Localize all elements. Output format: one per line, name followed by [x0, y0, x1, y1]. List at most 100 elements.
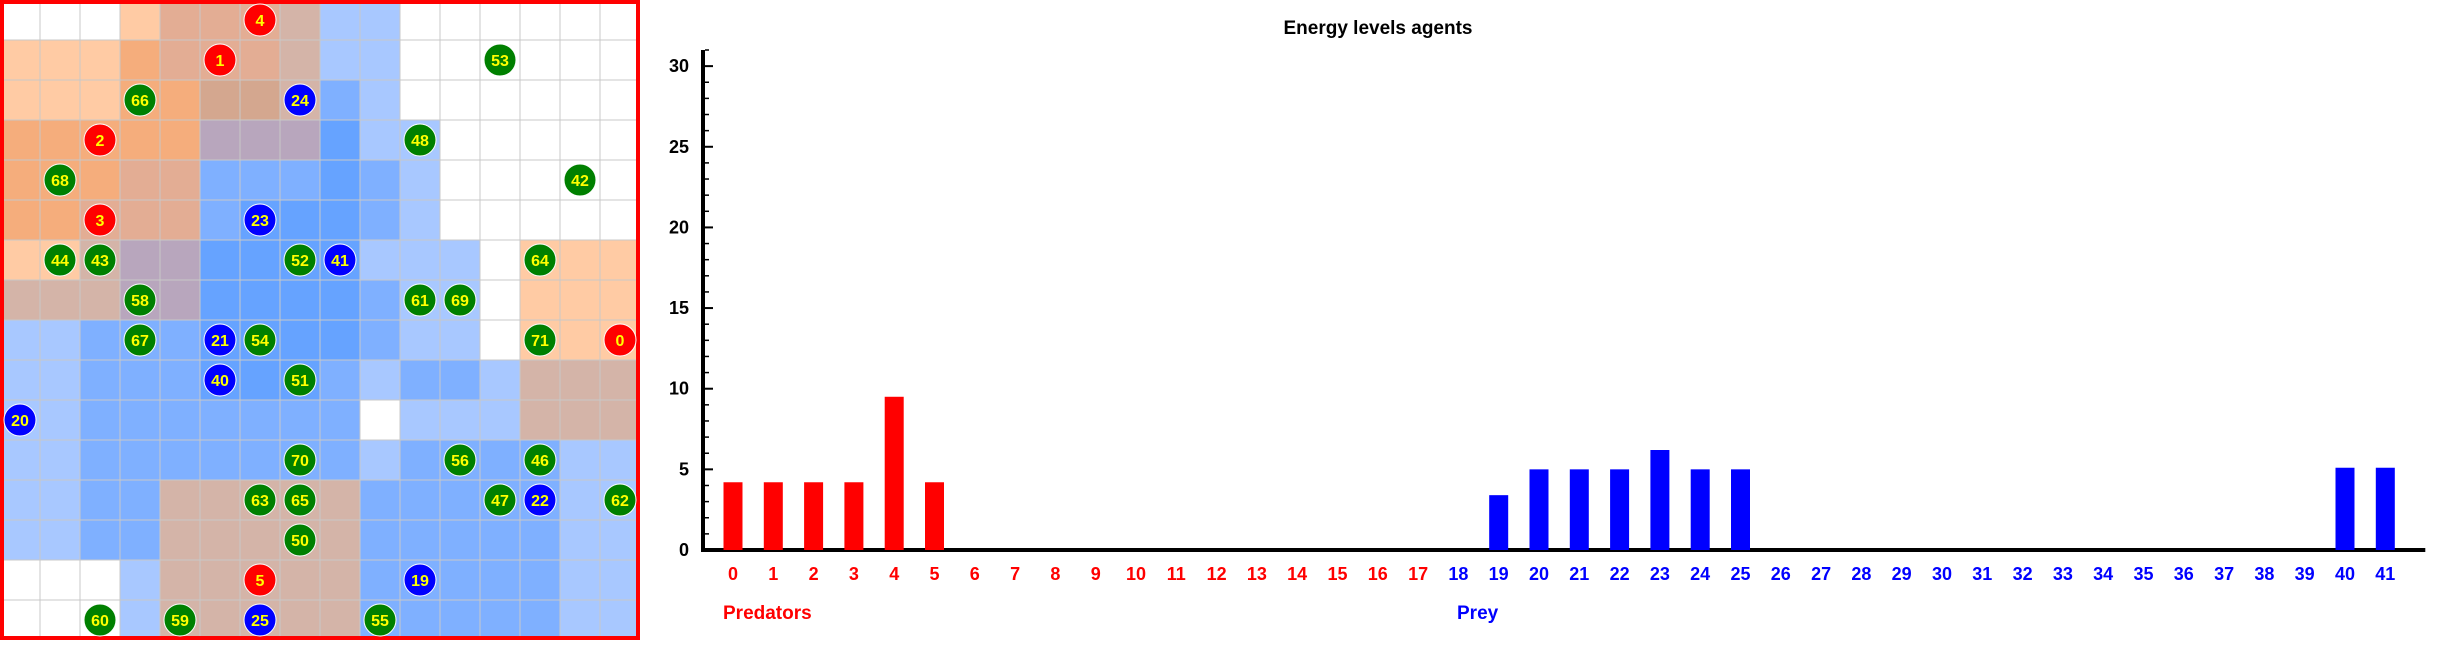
x-tick-label: 29 [1892, 564, 1912, 584]
agent-grass: 50 [283, 523, 317, 557]
predator-marker [243, 3, 277, 37]
grid-cell [279, 199, 321, 241]
agent-predator: 1 [203, 43, 237, 77]
agent-grass: 69 [443, 283, 477, 317]
grid-cell [519, 279, 561, 321]
bar-agent-24 [1690, 469, 1710, 550]
grid-cell [319, 359, 361, 401]
y-tick-label: 30 [669, 56, 689, 76]
grid-cell [119, 359, 161, 401]
grid-frame [0, 0, 640, 640]
grass-marker [363, 603, 397, 637]
grass-marker [123, 323, 157, 357]
prey-marker [323, 243, 357, 277]
grass-marker [403, 123, 437, 157]
x-tick-label: 4 [889, 564, 899, 584]
x-tick-label: 27 [1811, 564, 1831, 584]
grid-cell [519, 599, 561, 641]
x-tick-label: 0 [728, 564, 738, 584]
grid-cell [79, 159, 121, 201]
grid-cell [519, 519, 561, 561]
grass-marker [243, 323, 277, 357]
bar-agent-5 [925, 482, 944, 550]
prey-marker [403, 563, 437, 597]
grid-cell [119, 239, 161, 281]
x-tick-label: 40 [2335, 564, 2355, 584]
grid-cell [559, 399, 601, 441]
agent-id-label: 54 [251, 333, 269, 350]
agent-grass: 61 [403, 283, 437, 317]
x-tick-label: 11 [1167, 564, 1186, 584]
grid-cell [119, 439, 161, 481]
y-tick-label: 5 [679, 459, 689, 479]
grid-cell [439, 119, 481, 161]
grid-cell [479, 559, 521, 601]
grass-marker [443, 283, 477, 317]
agent-id-label: 5 [256, 573, 265, 590]
grid-cell [399, 359, 441, 401]
grass-marker [123, 83, 157, 117]
grid-cell [519, 0, 561, 41]
agent-id-label: 58 [131, 293, 149, 310]
grid-cell [0, 0, 41, 41]
x-tick-label: 23 [1650, 564, 1670, 584]
predator-marker [243, 563, 277, 597]
grid-cell [599, 79, 641, 121]
grid-cell [559, 519, 601, 561]
grid-cell [0, 39, 41, 81]
grid-cell [479, 159, 521, 201]
y-tick-label: 0 [679, 540, 689, 560]
grid-cell [0, 319, 41, 361]
agent-predator: 2 [83, 123, 117, 157]
grass-marker [283, 243, 317, 277]
grid-cell [0, 559, 41, 601]
grid-cell [119, 519, 161, 561]
agent-id-label: 4 [256, 13, 265, 30]
grid-cell [359, 279, 401, 321]
agent-grass: 48 [403, 123, 437, 157]
x-tick-label: 9 [1091, 564, 1101, 584]
bar-agent-3 [844, 482, 864, 550]
grid-cell [519, 559, 561, 601]
grid-cell [239, 359, 281, 401]
grid-cell [559, 199, 601, 241]
grid-cell [239, 239, 281, 281]
agent-id-label: 19 [411, 573, 429, 590]
grid-cell [599, 119, 641, 161]
grid-cell [319, 279, 361, 321]
grid-cell [399, 599, 441, 641]
agent-predator: 4 [243, 3, 277, 37]
grid-cell [559, 119, 601, 161]
x-tick-label: 6 [970, 564, 980, 584]
agent-id-label: 53 [491, 53, 509, 70]
grass-marker [283, 483, 317, 517]
agent-id-label: 3 [96, 213, 105, 230]
grid-cell [239, 399, 281, 441]
grass-marker [283, 523, 317, 557]
grid-cell [359, 239, 401, 281]
agent-id-label: 40 [211, 373, 229, 390]
grid-cell [119, 559, 161, 601]
agent-id-label: 70 [291, 453, 309, 470]
agent-id-label: 24 [291, 93, 309, 110]
agent-id-label: 46 [531, 453, 549, 470]
agent-prey: 24 [283, 83, 317, 117]
grass-marker [523, 243, 557, 277]
grid-cell [479, 239, 521, 281]
grid-cell [359, 359, 401, 401]
grid-cell [559, 79, 601, 121]
x-tick-label: 5 [929, 564, 939, 584]
grid-cell [359, 79, 401, 121]
grid-cell [519, 39, 561, 81]
x-tick-label: 15 [1327, 564, 1347, 584]
grid-cell [559, 39, 601, 81]
agent-predator: 3 [83, 203, 117, 237]
agent-prey: 41 [323, 243, 357, 277]
grid-cell [399, 519, 441, 561]
grid-cell [199, 0, 241, 41]
agent-grass: 51 [283, 363, 317, 397]
grid-cell [119, 159, 161, 201]
grid-cell [79, 0, 121, 41]
